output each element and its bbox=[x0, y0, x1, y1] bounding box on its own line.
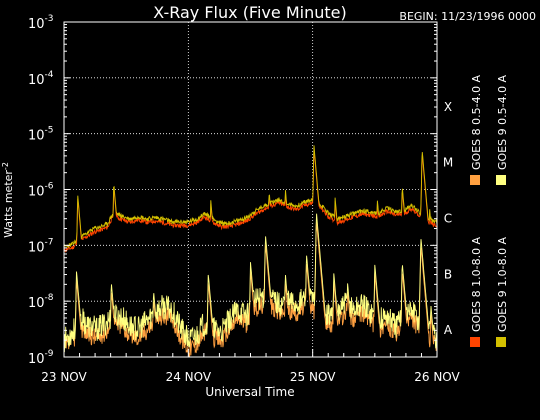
flare-class-label: A bbox=[444, 323, 453, 337]
legend-label: GOES 9 1.0-8.0 A bbox=[496, 236, 509, 332]
data-series bbox=[63, 145, 438, 358]
x-tick-label: 24 NOV bbox=[166, 370, 212, 384]
legend-swatch bbox=[496, 337, 506, 347]
begin-date-label: BEGIN: 11/23/1996 0000 bbox=[399, 10, 536, 23]
flare-class-label: B bbox=[444, 267, 452, 281]
flare-class-label: M bbox=[443, 156, 453, 170]
legend-label: GOES 8 1.0-8.0 A bbox=[470, 236, 483, 332]
x-axis-label: Universal Time bbox=[205, 385, 294, 399]
series-line-goes-9-0-5-4-0-a bbox=[63, 213, 438, 353]
flare-class-label: X bbox=[444, 100, 452, 114]
legend-entry: GOES 9 0.5-4.0 A bbox=[496, 74, 509, 185]
chart-title: X-Ray Flux (Five Minute) bbox=[153, 3, 346, 22]
series-line-goes-9-1-0-8-0-a bbox=[63, 145, 438, 249]
x-tick-label: 23 NOV bbox=[41, 370, 87, 384]
legend-label: GOES 9 0.5-4.0 A bbox=[496, 74, 509, 170]
legend: GOES 8 1.0-8.0 A GOES 8 0.5-4.0 A GOES 9 1… bbox=[470, 74, 509, 347]
flare-class-label: C bbox=[444, 211, 452, 225]
y-axis-label: Watts meter-2 bbox=[1, 162, 15, 238]
x-tick-label: 26 NOV bbox=[414, 370, 460, 384]
legend-swatch bbox=[496, 175, 506, 185]
legend-entry: GOES 8 0.5-4.0 A bbox=[470, 74, 483, 185]
legend-swatch bbox=[470, 175, 480, 185]
y-axis-ticks: 10-310-410-510-610-710-810-9 bbox=[28, 14, 437, 367]
x-tick-label: 25 NOV bbox=[290, 370, 336, 384]
legend-swatch bbox=[470, 337, 480, 347]
flare-class-labels: X M C B A bbox=[443, 100, 453, 337]
x-axis-ticks: 23 NOV 24 NOV 25 NOV 26 NOV bbox=[41, 349, 461, 384]
legend-label: GOES 8 0.5-4.0 A bbox=[470, 74, 483, 170]
legend-entry: GOES 8 1.0-8.0 A bbox=[470, 236, 483, 347]
legend-entry: GOES 9 1.0-8.0 A bbox=[496, 236, 509, 347]
